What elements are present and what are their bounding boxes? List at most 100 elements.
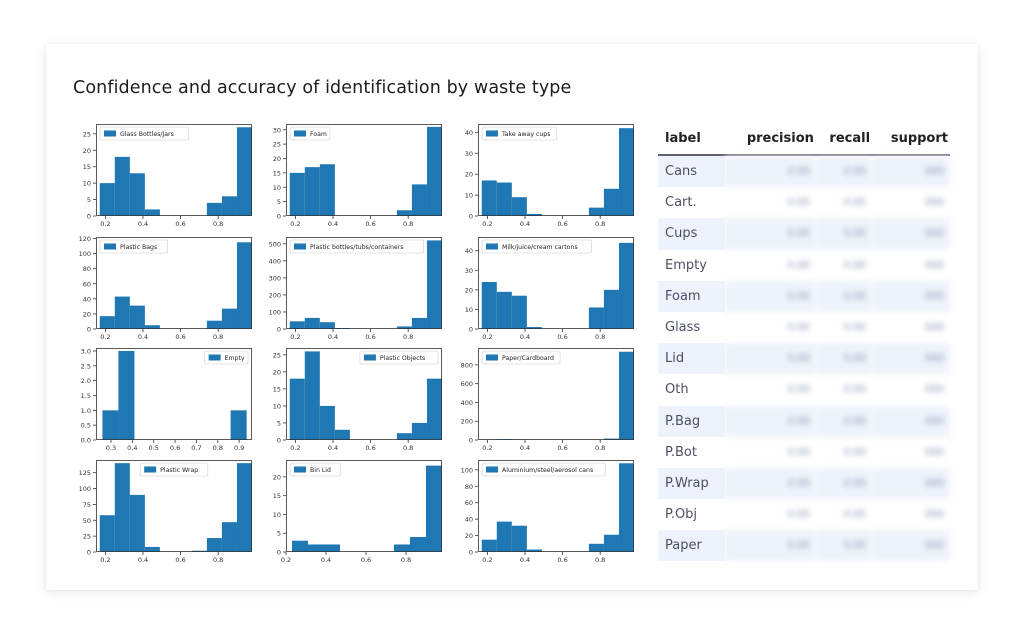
- page-title: Confidence and accuracy of identificatio…: [73, 78, 572, 98]
- y-tick-label: 200: [269, 291, 281, 299]
- y-tick-label: 0: [469, 437, 473, 445]
- x-tick-label: 0.4: [138, 333, 148, 341]
- x-tick-label: 0.6: [365, 444, 375, 452]
- blurred-precision-value: 0.00: [724, 280, 816, 312]
- y-tick-label: 30: [465, 267, 473, 275]
- histogram-bar: [319, 322, 335, 329]
- y-tick-label: 120: [79, 235, 91, 243]
- histogram-bar: [603, 289, 619, 329]
- y-tick-label: 5: [277, 530, 281, 538]
- table-row: P.Obj 0.00 0.00 000: [658, 499, 950, 530]
- histogram-bar: [603, 188, 619, 216]
- legend-box: [289, 126, 331, 141]
- y-tick-label: 25: [273, 141, 281, 149]
- y-tick-label: 100: [461, 466, 473, 474]
- y-tick-label: 25: [273, 351, 281, 359]
- histogram-bar: [426, 240, 442, 329]
- legend-swatch: [104, 130, 116, 137]
- histogram-bar: [481, 539, 497, 552]
- histogram-bar: [144, 546, 160, 552]
- row-label: Cans: [658, 155, 725, 188]
- row-label: Glass: [665, 320, 701, 336]
- y-tick-label: 0: [277, 549, 281, 557]
- table-header-row: label precision recall support: [658, 122, 950, 156]
- histogram-bar: [618, 242, 634, 329]
- table-row: Empty 0.00 0.00 000: [658, 250, 950, 281]
- y-tick-label: 80: [83, 265, 91, 273]
- axes-frame: [286, 348, 442, 440]
- x-tick-label: 0.6: [557, 556, 567, 564]
- histogram-bar: [496, 291, 512, 329]
- blurred-precision-value: 0.00: [724, 405, 816, 437]
- axes-frame: [478, 460, 634, 552]
- table-row: P.Wrap 0.00 0.00 000: [658, 467, 950, 500]
- histogram-grid: 0 5 10 15 20 25 0.2 0.4 0.6 0.8 Glass Bottles/Jars…: [46, 44, 666, 590]
- report-card: Confidence and accuracy of identificatio…: [46, 44, 978, 590]
- blurred-recall-value: 0.00: [843, 384, 867, 396]
- y-tick-label: 2.0: [81, 377, 91, 385]
- table-row: Lid 0.00 0.00 000: [658, 343, 950, 375]
- histogram-7: 0.0 0.5 1.0 1.5 2.0 2.5 3.0 0.3 0.4 0.5 0.6 0.7 0.8 0…: [81, 347, 252, 452]
- x-tick-label: 0.2: [482, 444, 492, 452]
- x-tick-label: 0.6: [365, 333, 375, 341]
- y-tick-label: 20: [465, 286, 473, 294]
- histogram-bar: [396, 326, 412, 329]
- histogram-bar: [206, 320, 222, 329]
- histogram-bar: [304, 351, 320, 440]
- y-tick-label: 0: [87, 549, 91, 557]
- blurred-recall-value: 0.00: [843, 259, 867, 271]
- table-row: Cans 0.00 0.00 000: [658, 155, 950, 188]
- histogram-6: 0 10 20 30 40 0.2 0.4 0.6 0.8 Milk/juice/cream ca…: [465, 237, 634, 341]
- axes-frame: [96, 124, 252, 216]
- x-tick-label: 0.7: [191, 444, 201, 452]
- header-label: label: [658, 122, 725, 156]
- y-tick-label: 100: [269, 308, 281, 316]
- histogram-bar: [324, 544, 340, 552]
- histogram-bar: [496, 182, 512, 216]
- x-tick-label: 0.6: [365, 220, 375, 228]
- histogram-bar: [411, 184, 427, 216]
- x-tick-label: 0.2: [290, 444, 300, 452]
- histogram-12: 0 20 40 60 80 100 0.2 0.4 0.6 0.8 Aluminium/steel/…: [461, 460, 634, 564]
- x-tick-label: 0.8: [213, 556, 223, 564]
- x-tick-label: 0.4: [520, 556, 530, 564]
- blurred-recall-value: 0.00: [815, 405, 873, 437]
- legend-label: Plastic Wrap: [160, 467, 198, 474]
- x-tick-label: 0.2: [290, 220, 300, 228]
- x-tick-label: 0.8: [401, 556, 411, 564]
- histogram-bar: [396, 433, 412, 440]
- table-row: Cups 0.00 0.00 000: [658, 218, 950, 250]
- axes-frame: [478, 124, 634, 216]
- y-tick-label: 300: [269, 274, 281, 282]
- y-tick-label: 15: [83, 163, 91, 171]
- y-tick-label: 5: [277, 419, 281, 427]
- blurred-precision-value: 0.00: [724, 155, 816, 188]
- blurred-recall-value: 0.00: [815, 467, 873, 500]
- legend-box: [204, 350, 249, 365]
- table-row: Oth 0.00 0.00 000: [658, 374, 950, 405]
- y-tick-label: 40: [83, 295, 91, 303]
- histogram-bar: [511, 525, 527, 552]
- table-row: Cart. 0.00 0.00 000: [658, 187, 950, 218]
- histogram-bar: [236, 127, 252, 216]
- histogram-bar: [511, 197, 527, 216]
- x-tick-label: 0.6: [175, 333, 185, 341]
- axes-frame: [478, 348, 634, 440]
- y-tick-label: 600: [461, 380, 473, 388]
- x-tick-label: 0.8: [403, 444, 413, 452]
- blurred-precision-value: 0.00: [787, 197, 810, 209]
- legend-swatch: [104, 243, 116, 250]
- x-tick-label: 0.4: [520, 333, 530, 341]
- histogram-bar: [511, 295, 527, 329]
- blurred-support-value: 000: [872, 530, 950, 562]
- histogram-bar: [292, 540, 308, 552]
- histogram-bar: [410, 536, 426, 552]
- y-tick-label: 0: [469, 326, 473, 334]
- row-label: Paper: [658, 530, 725, 562]
- y-tick-label: 60: [465, 499, 473, 507]
- histogram-bar: [144, 209, 160, 216]
- histogram-8: 0 5 10 15 20 25 0.2 0.4 0.6 0.8 Plastic Objects: [273, 348, 442, 452]
- y-tick-label: 125: [79, 469, 91, 477]
- x-tick-label: 0.2: [482, 333, 492, 341]
- row-label: Cart.: [665, 195, 697, 211]
